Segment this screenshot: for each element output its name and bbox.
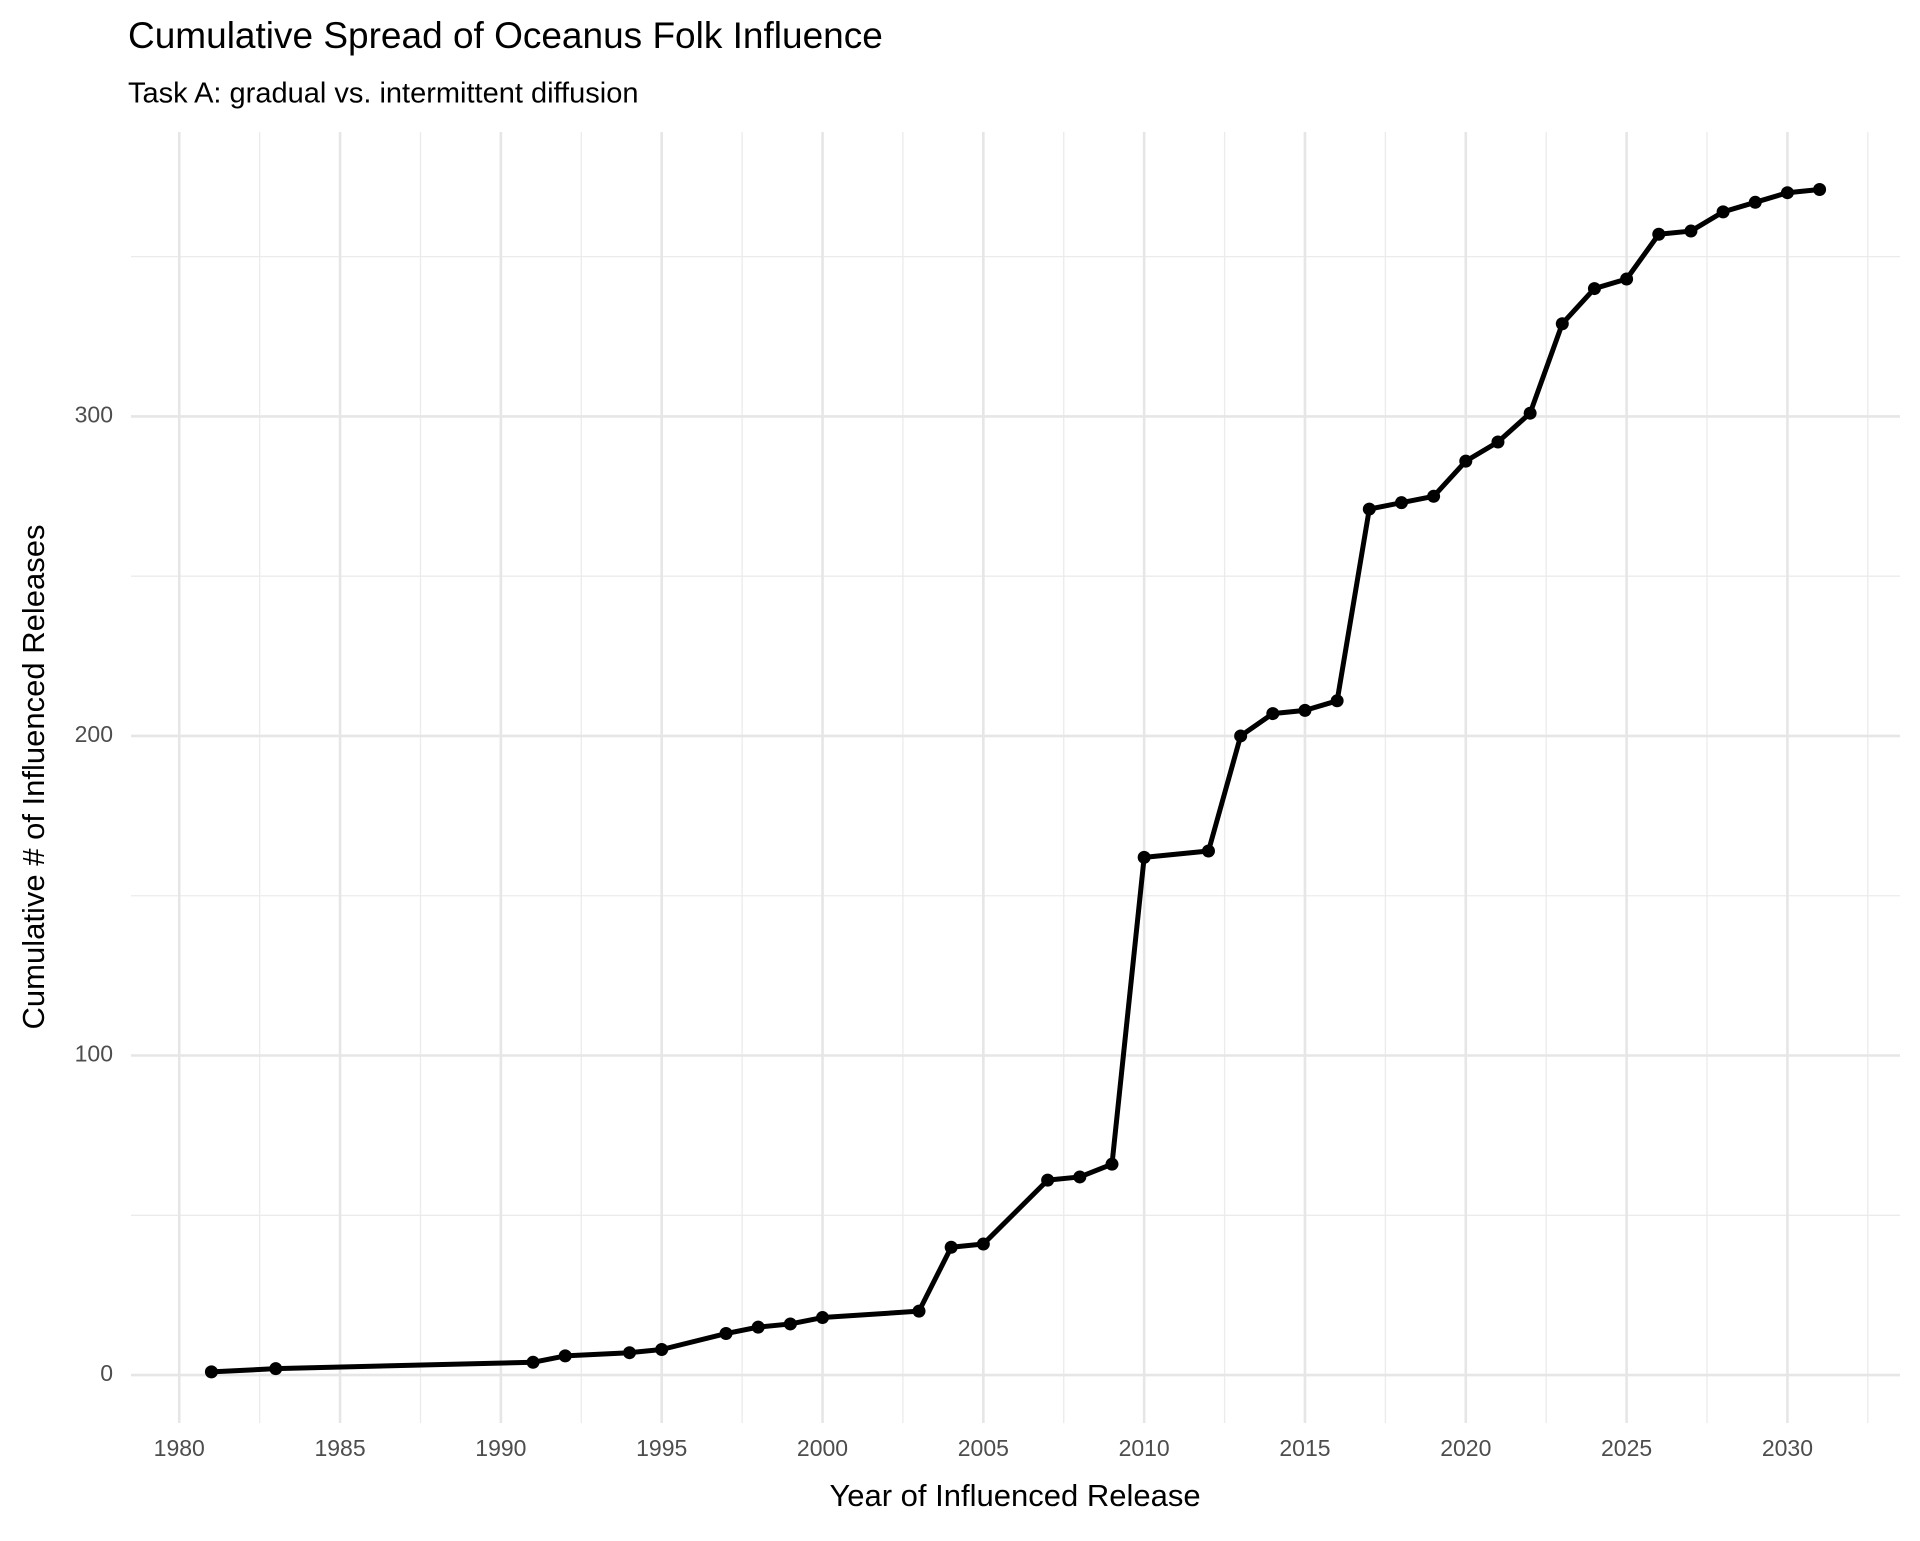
data-point	[1716, 205, 1730, 219]
x-tick-label: 2015	[1279, 1435, 1330, 1461]
y-tick-label: 300	[75, 401, 113, 427]
data-point	[816, 1311, 830, 1325]
data-point	[1362, 502, 1376, 516]
data-point	[1041, 1173, 1055, 1187]
data-point	[204, 1365, 218, 1379]
chart-title: Cumulative Spread of Oceanus Folk Influe…	[128, 15, 883, 56]
data-point	[1105, 1157, 1119, 1171]
x-tick-label: 2025	[1601, 1435, 1652, 1461]
y-tick-label: 100	[75, 1041, 113, 1067]
data-point	[1427, 489, 1441, 503]
x-tick-label: 2020	[1440, 1435, 1491, 1461]
data-point	[1523, 406, 1537, 420]
data-point	[1491, 435, 1505, 449]
data-point	[719, 1327, 733, 1341]
y-tick-label: 0	[100, 1360, 113, 1386]
data-point	[1234, 729, 1248, 743]
data-point	[1620, 272, 1634, 286]
data-point	[944, 1240, 958, 1254]
data-point	[1780, 186, 1794, 200]
data-point	[1266, 707, 1280, 721]
data-point	[751, 1320, 765, 1334]
data-point	[1073, 1170, 1087, 1184]
data-point	[783, 1317, 797, 1331]
x-tick-label: 2005	[958, 1435, 1009, 1461]
data-point	[912, 1304, 926, 1318]
data-point	[655, 1343, 669, 1357]
x-tick-label: 1990	[475, 1435, 526, 1461]
data-point	[1459, 454, 1473, 468]
series-line	[211, 187, 1820, 1375]
data-point	[1652, 227, 1666, 241]
data-point	[976, 1237, 990, 1251]
data-point	[1330, 694, 1344, 708]
data-point	[1555, 317, 1569, 331]
chart-subtitle: Task A: gradual vs. intermittent diffusi…	[128, 78, 638, 110]
x-axis-title: Year of Influenced Release	[829, 1478, 1200, 1513]
data-point	[269, 1362, 283, 1376]
x-tick-label: 1985	[314, 1435, 365, 1461]
y-axis-title: Cumulative # of Influenced Releases	[16, 525, 51, 1030]
data-point	[1137, 850, 1151, 864]
data-point	[1201, 844, 1215, 858]
x-tick-label: 2000	[797, 1435, 848, 1461]
x-tick-label: 2030	[1762, 1435, 1813, 1461]
x-tick-label: 2010	[1119, 1435, 1170, 1461]
data-point	[558, 1349, 572, 1363]
data-point	[1684, 224, 1698, 238]
y-tick-label: 200	[75, 721, 113, 747]
data-point	[1298, 703, 1312, 717]
data-point	[1394, 496, 1408, 510]
data-point	[1587, 282, 1601, 296]
x-tick-label: 1995	[636, 1435, 687, 1461]
data-point	[1748, 195, 1762, 209]
data-point	[526, 1355, 540, 1369]
x-tick-label: 1980	[154, 1435, 205, 1461]
data-point	[623, 1346, 637, 1360]
data-point	[1813, 183, 1827, 197]
